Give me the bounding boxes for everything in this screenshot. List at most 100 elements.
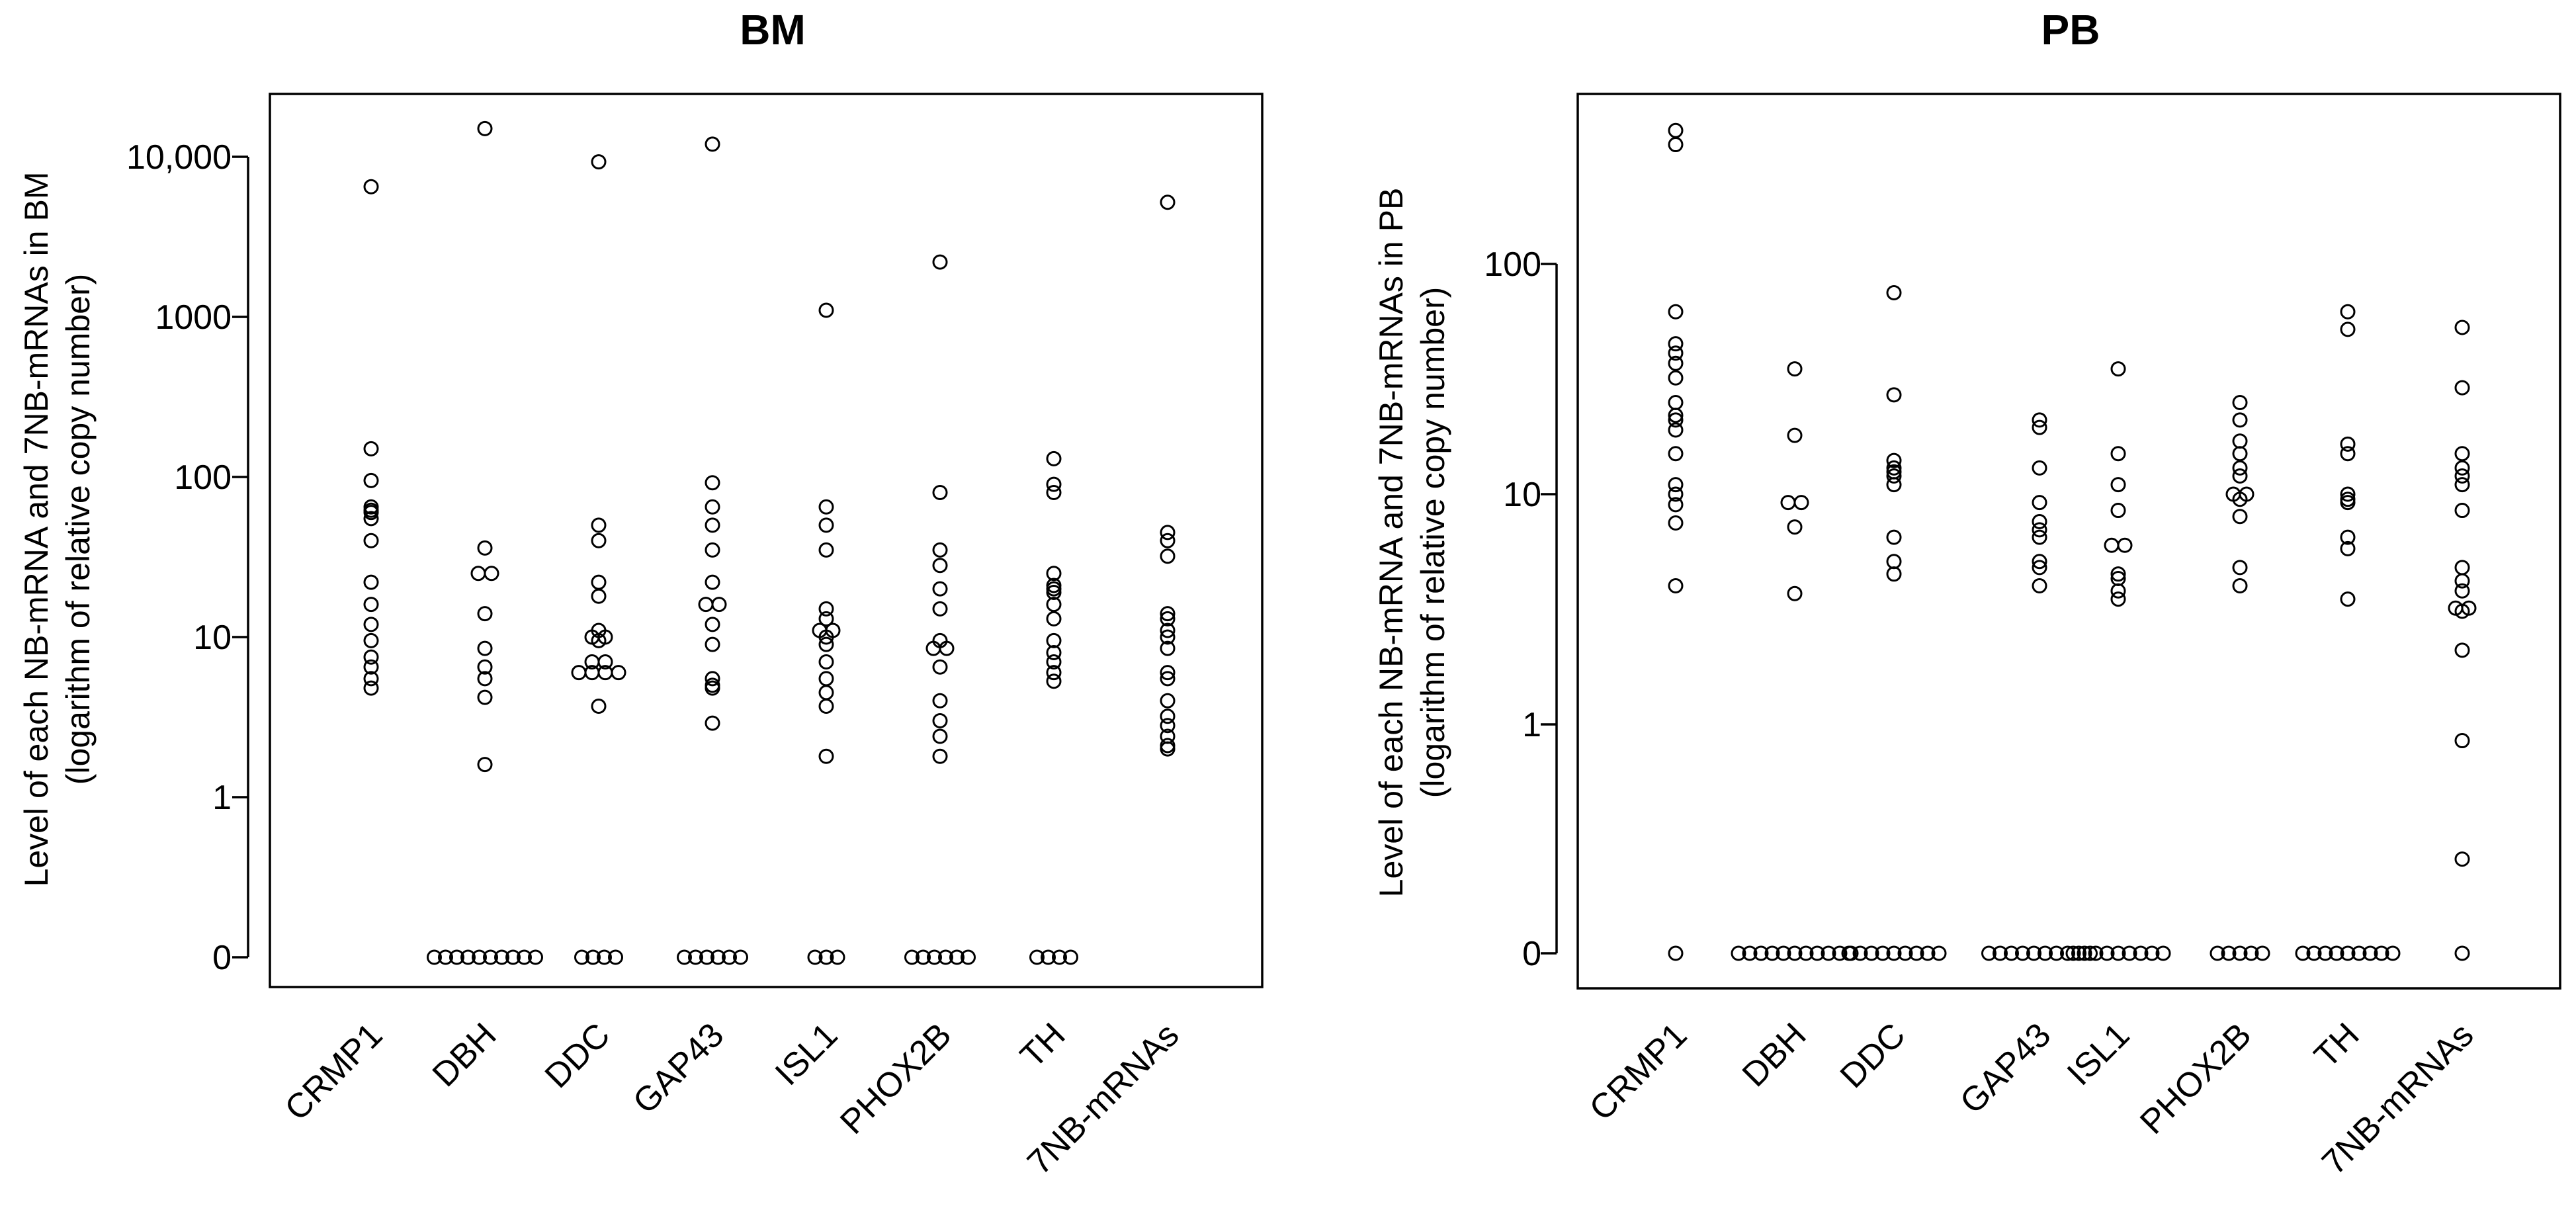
data-point [1160, 611, 1176, 626]
x-category-label: DBH [1735, 1015, 1814, 1094]
data-point [477, 689, 493, 705]
data-point [2088, 945, 2104, 961]
data-point [1160, 194, 1176, 210]
data-point [2306, 945, 2322, 961]
data-point [591, 517, 607, 533]
chart-title: BM [740, 6, 806, 54]
x-category-label: PHOX2B [833, 1015, 959, 1141]
data-point [1052, 949, 1067, 965]
data-point [699, 949, 714, 965]
data-point [818, 611, 834, 626]
y-tick-label: 1000 [155, 298, 232, 337]
data-point [818, 636, 834, 652]
data-point [1160, 525, 1176, 540]
x-category-label: TH [1013, 1015, 1072, 1075]
data-point [1668, 477, 1684, 493]
y-axis-label-line1: Level of each NB-mRNA and 7NB-mRNAs in P… [1373, 188, 1410, 898]
data-point [591, 154, 607, 170]
data-point [711, 597, 727, 613]
data-point [363, 472, 379, 488]
data-point [1046, 451, 1062, 466]
data-point [932, 254, 948, 270]
data-point [477, 120, 493, 136]
data-point [2117, 537, 2133, 553]
data-point [2232, 560, 2248, 576]
data-point [2454, 733, 2470, 749]
data-point [2340, 591, 2356, 607]
data-point [705, 715, 720, 731]
data-point [2454, 603, 2470, 619]
data-point [818, 302, 834, 318]
data-point [932, 659, 948, 675]
x-category-label: ISL1 [768, 1015, 845, 1093]
data-point [705, 680, 720, 696]
data-point [932, 542, 948, 558]
y-tick-label: 100 [1484, 245, 1541, 284]
data-point [2454, 560, 2470, 576]
data-point [591, 698, 607, 714]
data-point [698, 597, 714, 613]
data-point [1793, 495, 1809, 511]
data-point [2032, 495, 2047, 511]
data-point [677, 949, 692, 965]
data-point [1787, 945, 1803, 961]
data-point [2340, 495, 2356, 511]
data-point [1046, 476, 1062, 492]
data-point [2110, 583, 2126, 599]
data-point [1780, 495, 1796, 511]
data-point [818, 654, 834, 669]
data-point [449, 949, 464, 965]
data-point [1798, 945, 1814, 961]
data-point [1046, 566, 1062, 581]
data-point [1886, 452, 1902, 468]
data-point [363, 659, 379, 675]
data-point [1668, 515, 1684, 531]
data-point [818, 601, 834, 617]
data-point [1046, 597, 1062, 613]
data-point [2454, 320, 2470, 335]
data-point [1787, 427, 1803, 443]
data-point [1046, 611, 1062, 626]
data-point [1886, 945, 1902, 961]
data-point [2454, 583, 2470, 599]
data-point [363, 533, 379, 548]
data-point [1160, 709, 1176, 724]
data-point [363, 574, 379, 590]
data-point [2032, 513, 2047, 529]
data-point [363, 617, 379, 632]
data-point [1668, 486, 1684, 502]
data-point [1875, 945, 1891, 961]
data-point [2351, 945, 2367, 961]
data-point [2032, 460, 2047, 476]
data-point [1909, 945, 1924, 961]
data-point [1731, 945, 1746, 961]
data-point [597, 654, 613, 669]
data-point [932, 748, 948, 764]
data-point [483, 949, 498, 965]
y-tick-label: 1 [1522, 706, 1541, 744]
data-point [1897, 945, 1913, 961]
data-point [2232, 395, 2248, 411]
data-point [2254, 945, 2270, 961]
data-point [2110, 361, 2126, 377]
data-point [585, 949, 601, 965]
data-point [1668, 578, 1684, 593]
data-point [2110, 503, 2126, 519]
y-axis-label-line2: (logarithm of relative copy number) [60, 274, 97, 785]
y-tick-label: 0 [212, 939, 232, 977]
data-point [2454, 460, 2470, 476]
data-point [1160, 629, 1176, 645]
data-point [705, 671, 720, 687]
data-point [818, 499, 834, 515]
data-point [477, 606, 493, 622]
data-point [2077, 945, 2092, 961]
data-point [1776, 945, 1791, 961]
data-point [2340, 540, 2356, 556]
data-point [2340, 436, 2356, 452]
data-point [1981, 945, 1996, 961]
data-point [1160, 718, 1176, 734]
data-point [2340, 446, 2356, 462]
data-point [2032, 419, 2047, 435]
